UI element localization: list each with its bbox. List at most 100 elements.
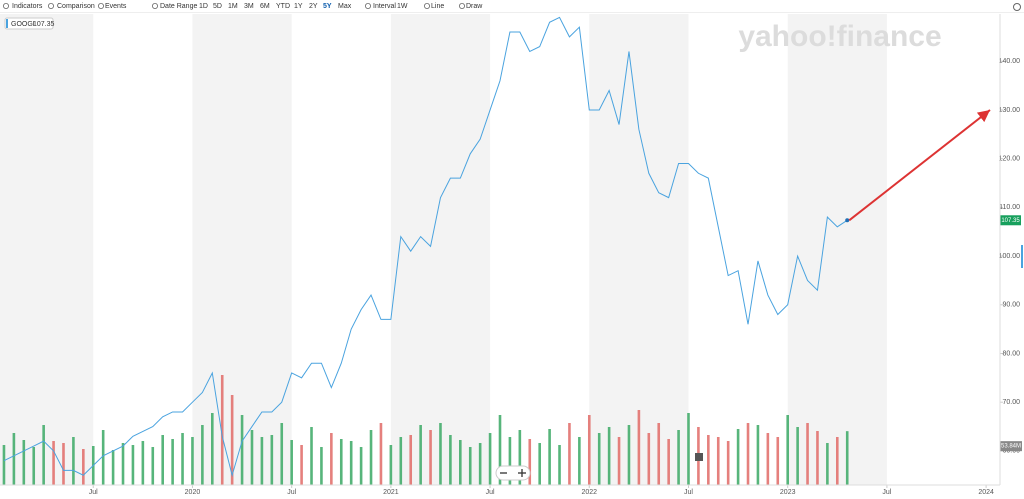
toolbar-item[interactable]: 2Y [309,3,318,10]
volume-bar [32,447,36,485]
volume-bar [449,435,452,485]
volume-bar [191,437,194,485]
x-tick-label: Jul [486,489,495,496]
volume-tag [1000,441,1022,452]
volume-bar [488,433,492,485]
volume-bar [280,423,284,485]
volume-bar [786,415,789,485]
volume-bar [320,447,323,485]
y-tick-label: 120.00 [999,156,1021,163]
toolbar-item[interactable]: Events [105,3,127,10]
volume-bar [300,445,303,485]
toolbar-item[interactable]: Date Range [160,3,197,10]
x-tick-label: 2020 [185,489,201,496]
y-tick-label: 60.00 [1002,448,1020,455]
volume-bar [290,440,293,485]
period-shade [0,14,94,485]
price-tag [1000,215,1021,226]
volume-bar [776,437,780,485]
volume-bar [816,431,819,485]
volume-bar [399,437,403,485]
period-shade [390,14,491,485]
y-tick-label: 100.00 [999,253,1021,260]
volume-bar [597,433,601,485]
price-tag-label: 107.35 [1001,218,1020,224]
legend-name: GOOGL [11,21,37,28]
toolbar-item[interactable]: 3M [244,3,254,10]
volume-bar [657,423,661,485]
legend-box [4,17,54,30]
volume-bar [707,435,710,485]
toolbar-item[interactable]: YTD [276,3,290,10]
event-marker[interactable] [695,453,703,461]
volume-bar [72,437,75,485]
volume-bar [756,425,760,485]
toolbar-item[interactable]: 1M [228,3,238,10]
volume-bar [62,443,65,485]
annotation-arrow [848,109,991,222]
toolbar-item[interactable]: 1D [199,3,208,10]
volume-bar [409,435,413,485]
volume-bar [101,430,105,485]
x-tick-label: Jul [89,489,98,496]
volume-bar [220,375,224,485]
x-tick-label: 2021 [383,489,399,496]
x-tick-label: 2024 [978,489,994,496]
volume-bar [429,430,432,485]
toolbar-item[interactable]: 5D [213,3,222,10]
volume-bar [667,439,670,485]
volume-bar [111,450,115,485]
x-tick-label: Jul [882,489,891,496]
toolbar-icon [3,3,9,9]
period-shade [787,14,887,485]
volume-bar [141,441,145,485]
volume-bar [260,437,264,485]
volume-bar [845,431,849,485]
toolbar-item[interactable]: Interval [373,3,396,10]
volume-bar [419,425,422,485]
toolbar-item[interactable]: 1W [397,3,408,10]
toolbar-item[interactable]: Comparison [57,3,95,10]
x-tick-label: Jul [684,489,693,496]
volume-bar [548,429,551,485]
volume-bar [806,423,809,485]
volume-bar [52,441,55,485]
volume-bar [270,435,274,485]
toolbar-icon [423,3,430,9]
volume-bar [349,441,353,485]
toolbar-icon [364,3,371,9]
toolbar-item[interactable]: Indicators [12,3,43,10]
toolbar-icon [48,3,55,9]
toolbar-item[interactable]: Max [338,3,352,10]
toolbar-item[interactable]: 6M [260,3,270,10]
toolbar-item[interactable]: Line [431,3,444,10]
toolbar-item[interactable]: 1Y [294,3,303,10]
volume-bar [498,415,502,485]
volume-bar [389,445,393,485]
volume-bar [647,433,651,485]
last-point [845,218,850,223]
volume-bar [796,427,799,485]
settings-icon[interactable] [1013,3,1021,11]
volume-bar [627,425,631,485]
volume-bar [310,427,313,485]
volume-bar [587,415,591,485]
x-tick-label: 2022 [581,489,597,496]
volume-bar [607,427,611,485]
price-line [3,16,848,478]
volume-bar [578,437,581,485]
toolbar-item[interactable]: Draw [466,3,483,10]
toolbar-item[interactable]: 5Y [323,3,332,10]
volume-bar [250,430,254,485]
volume-bar [161,435,164,485]
y-tick-label: 90.00 [1002,302,1020,309]
volume-bar [151,447,155,485]
volume-bar [568,423,571,485]
volume-bar [121,443,125,485]
volume-bar [181,433,184,485]
volume-bar [687,413,690,485]
x-tick-label: Jul [287,489,296,496]
volume-bar [826,443,829,485]
volume-bar [2,445,6,485]
